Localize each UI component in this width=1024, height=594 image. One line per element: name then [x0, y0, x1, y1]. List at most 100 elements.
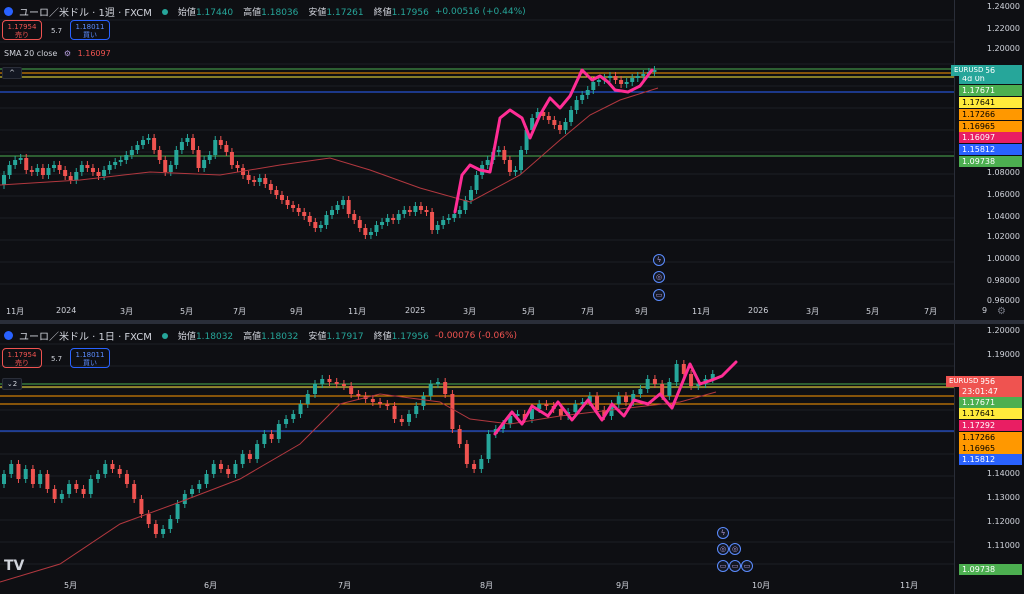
- chart-settings-gear-icon[interactable]: ⚙: [997, 306, 1006, 317]
- price-tag: 1.15812: [959, 144, 1022, 155]
- daily-legend: ユーロ／米ドル · 1日 · FXCM 始値1.18032 高値1.18032 …: [4, 328, 517, 343]
- economic-event-icon[interactable]: ◎: [653, 271, 665, 283]
- candle-body: [370, 399, 375, 402]
- candle-body: [452, 214, 457, 218]
- time-axis-label: 2025: [405, 306, 426, 315]
- expand-indicators-button[interactable]: ⌄2: [2, 378, 22, 390]
- candle-body: [313, 222, 318, 228]
- price-tick-label: 1.08000: [986, 168, 1020, 177]
- candle-body: [24, 158, 29, 170]
- candle-body: [132, 484, 137, 499]
- wave-drawing: [493, 360, 738, 436]
- economic-event-icon-2[interactable]: ◎: [729, 543, 741, 555]
- us-flag-event-icon[interactable]: ▭: [653, 289, 665, 301]
- candle-body: [74, 172, 79, 180]
- price-tick-label: 1.11000: [986, 541, 1020, 550]
- price-tag: 1.17671: [959, 85, 1022, 96]
- candle-body: [88, 479, 93, 494]
- indicator-count: 2: [12, 380, 18, 388]
- candle-body: [563, 122, 568, 130]
- price-tag: 1.17671: [959, 397, 1022, 408]
- candle-body: [479, 459, 484, 469]
- daily-chart-pane[interactable]: ユーロ／米ドル · 1日 · FXCM 始値1.18032 高値1.18032 …: [0, 324, 1024, 594]
- buy-button[interactable]: 1.18011 買い: [70, 20, 110, 40]
- candle-body: [530, 118, 535, 130]
- candle-body: [591, 82, 596, 90]
- price-tick-label: 1.12000: [986, 517, 1020, 526]
- candle-body: [118, 160, 123, 162]
- candle-body: [519, 150, 524, 170]
- sell-button[interactable]: 1.17954 売り: [2, 20, 42, 40]
- candle-body: [631, 394, 636, 402]
- candle-body: [179, 142, 184, 150]
- buy-button[interactable]: 1.18011 買い: [70, 348, 110, 368]
- time-axis-label: 3月: [806, 307, 820, 316]
- candle-body: [507, 160, 512, 172]
- price-tick-label: 1.19000: [986, 350, 1020, 359]
- candle-body: [464, 444, 469, 464]
- candle-body: [57, 165, 62, 170]
- weekly-candlestick-plot[interactable]: [0, 0, 955, 320]
- flag-event-icon-3[interactable]: ▭: [741, 560, 753, 572]
- collapse-legend-button[interactable]: ^: [2, 67, 22, 79]
- pane-separator[interactable]: [0, 320, 1024, 324]
- candle-body: [558, 409, 563, 416]
- weekly-price-axis[interactable]: 1.24000 1.22000 1.20000 1.08000 1.06000 1.040…: [954, 0, 1024, 320]
- candle-body: [113, 162, 118, 165]
- low-label: 安値: [308, 8, 327, 18]
- eu-flag-event-icon[interactable]: ▭: [729, 560, 741, 572]
- high-label: 高値: [243, 332, 262, 342]
- candle-body: [79, 165, 84, 172]
- close-value: 1.17956: [391, 332, 429, 342]
- candle-body: [140, 140, 145, 145]
- candle-body: [710, 374, 715, 379]
- symbol-title[interactable]: ユーロ／米ドル · 1日 · FXCM: [19, 332, 152, 343]
- candle-body: [414, 406, 419, 414]
- economic-event-icon[interactable]: ◎: [717, 543, 729, 555]
- candle-body: [346, 200, 351, 214]
- candle-body: [96, 172, 101, 176]
- price-tag: 1.17641: [959, 97, 1022, 108]
- price-tag: 1.17641: [959, 408, 1022, 419]
- high-value: 1.18032: [261, 332, 299, 342]
- candle-body: [541, 112, 546, 116]
- candle-body: [40, 168, 45, 175]
- candle-body: [296, 208, 301, 212]
- price-tag: 1.15812: [959, 454, 1022, 465]
- candle-body: [85, 165, 90, 168]
- time-axis-label: 9月: [290, 307, 304, 316]
- market-open-icon: [161, 8, 168, 15]
- candle-body: [430, 212, 435, 230]
- daily-price-axis[interactable]: 1.20000 1.19000 1.14000 1.13000 1.12000 1.110…: [954, 324, 1024, 594]
- low-value: 1.17261: [326, 8, 364, 18]
- time-axis-label: 2026: [748, 306, 769, 315]
- sell-button[interactable]: 1.17954 売り: [2, 348, 42, 368]
- change-value: -0.00076 (-0.06%): [434, 330, 518, 341]
- candle-body: [696, 384, 701, 386]
- candle-body: [569, 110, 574, 122]
- candle-body: [402, 210, 407, 214]
- time-axis-label: 11月: [348, 307, 367, 316]
- tradingview-logo-icon[interactable]: TV: [4, 558, 25, 574]
- lightning-event-icon[interactable]: ϟ: [717, 527, 729, 539]
- lightning-event-icon[interactable]: ϟ: [653, 254, 665, 266]
- candle-body: [349, 386, 354, 394]
- weekly-chart-pane[interactable]: ユーロ／米ドル · 1週 · FXCM 始値1.17440 高値1.18036 …: [0, 0, 1024, 320]
- candle-body: [318, 225, 323, 228]
- us-flag-event-icon[interactable]: ▭: [717, 560, 729, 572]
- candle-body: [508, 416, 513, 424]
- sma-indicator-legend[interactable]: SMA 20 close ⚙ 1.16097: [4, 49, 111, 58]
- price-tag: 1.16965: [959, 121, 1022, 132]
- open-label: 始値: [177, 8, 196, 18]
- daily-candlestick-plot[interactable]: [0, 324, 955, 594]
- candle-body: [16, 464, 21, 479]
- low-value: 1.17917: [326, 332, 364, 342]
- candle-body: [18, 158, 23, 160]
- close-label: 終値: [373, 8, 392, 18]
- indicator-settings-icon[interactable]: ⚙: [63, 49, 72, 58]
- price-tag: 1.09738: [959, 156, 1022, 167]
- symbol-title[interactable]: ユーロ／米ドル · 1週 · FXCM: [19, 8, 152, 19]
- candle-body: [252, 180, 257, 182]
- candle-body: [385, 218, 390, 222]
- candle-body: [574, 100, 579, 110]
